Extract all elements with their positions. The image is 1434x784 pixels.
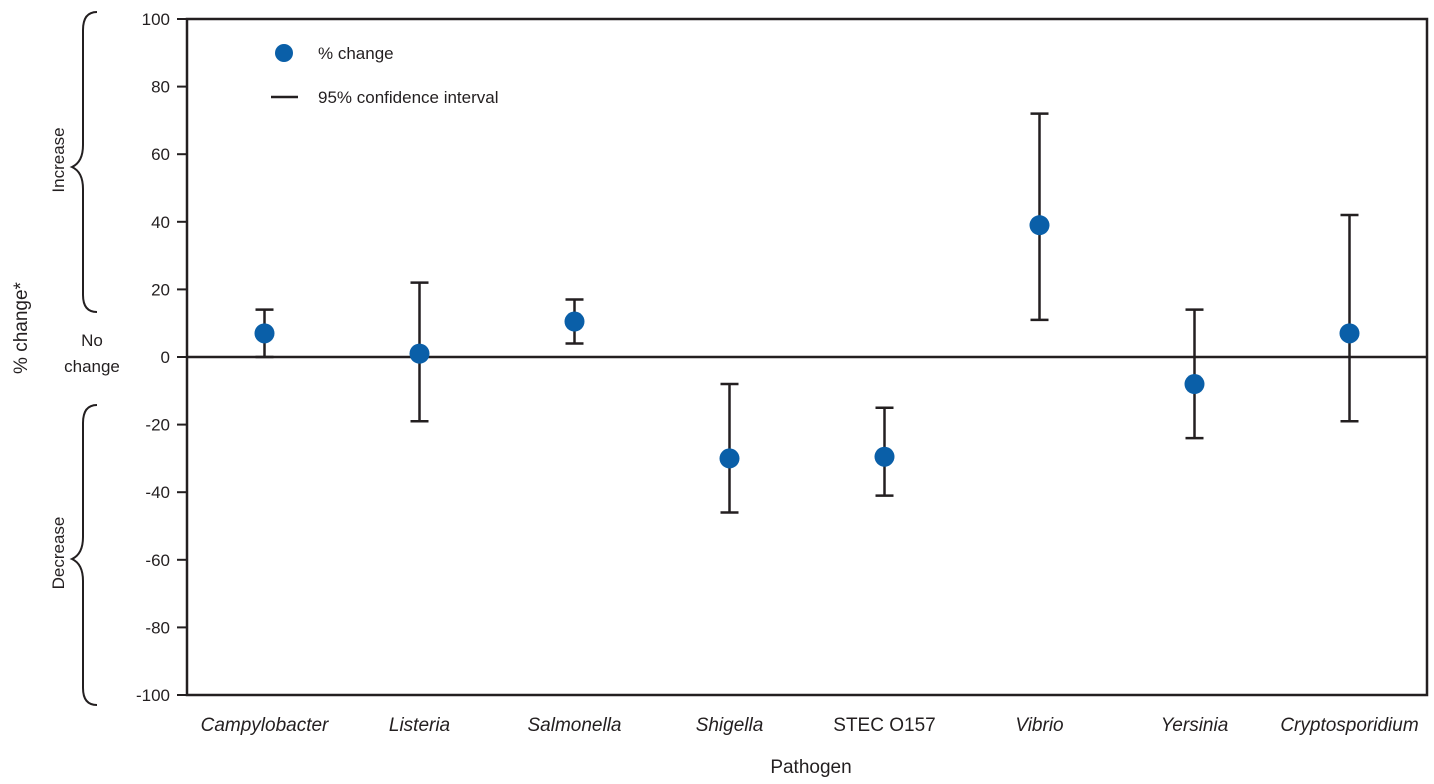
- no-change-label-line2: change: [64, 357, 120, 376]
- y-tick-label: -60: [145, 551, 170, 570]
- legend-marker-label: % change: [318, 44, 394, 63]
- decrease-brace: [69, 404, 98, 706]
- x-category-label: Vibrio: [1015, 715, 1063, 736]
- y-tick-label: 60: [151, 145, 170, 164]
- data-point: [564, 311, 585, 332]
- y-tick-label: 80: [151, 78, 170, 97]
- data-point: [1184, 374, 1205, 395]
- x-category-label: Listeria: [389, 715, 450, 736]
- x-category-label: Cryptosporidium: [1280, 715, 1418, 736]
- data-point: [874, 446, 895, 467]
- y-axis-title: % change*: [11, 281, 32, 374]
- increase-label: Increase: [49, 127, 68, 192]
- x-category-label: Salmonella: [528, 715, 622, 736]
- x-category-label: Yersinia: [1161, 715, 1229, 736]
- y-tick-label: 0: [161, 348, 170, 367]
- x-category-label: Shigella: [696, 715, 764, 736]
- data-point: [719, 448, 740, 469]
- data-point: [409, 343, 430, 364]
- data-points: [254, 215, 1360, 469]
- legend-marker: [275, 44, 293, 62]
- decrease-label: Decrease: [49, 517, 68, 590]
- y-tick-label: 100: [142, 10, 170, 29]
- data-point: [254, 323, 275, 344]
- no-change-label-line1: No: [81, 331, 103, 350]
- x-axis-categories: Campylobacter Listeria Salmonella Shigella S…: [201, 715, 1419, 736]
- x-category-label: STEC O157: [833, 715, 935, 736]
- legend: % change 95% confidence interval: [271, 44, 499, 107]
- x-axis-title: Pathogen: [770, 757, 851, 778]
- data-point: [1029, 215, 1050, 236]
- y-tick-label: 20: [151, 280, 170, 299]
- y-tick-label: 40: [151, 213, 170, 232]
- error-bars: [255, 112, 1359, 514]
- data-point: [1339, 323, 1360, 344]
- y-axis-ticks: 100 80 60 40 20 0 -20 -40 -60 -80 -100: [136, 10, 187, 705]
- legend-line-label: 95% confidence interval: [318, 88, 499, 107]
- y-tick-label: -80: [145, 618, 170, 637]
- increase-brace: [69, 11, 98, 313]
- x-category-label: Campylobacter: [201, 715, 329, 736]
- y-tick-label: -100: [136, 686, 170, 705]
- y-tick-label: -20: [145, 416, 170, 435]
- y-tick-label: -40: [145, 483, 170, 502]
